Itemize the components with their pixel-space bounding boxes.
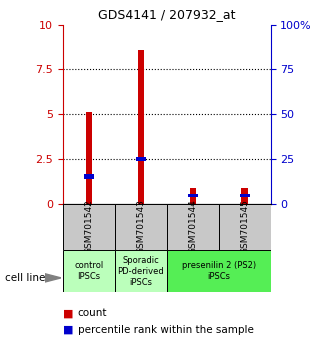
Bar xyxy=(63,204,115,250)
Text: percentile rank within the sample: percentile rank within the sample xyxy=(78,325,253,335)
Text: GSM701545: GSM701545 xyxy=(240,199,249,255)
Text: cell line: cell line xyxy=(5,273,45,283)
Text: Sporadic
PD-derived
iPSCs: Sporadic PD-derived iPSCs xyxy=(117,256,164,287)
Text: ■: ■ xyxy=(63,325,73,335)
Text: count: count xyxy=(78,308,107,318)
Text: presenilin 2 (PS2)
iPSCs: presenilin 2 (PS2) iPSCs xyxy=(182,261,256,281)
Text: ■: ■ xyxy=(63,308,73,318)
Text: GSM701544: GSM701544 xyxy=(188,200,197,254)
Bar xyxy=(136,156,146,161)
Bar xyxy=(242,188,248,204)
Bar xyxy=(167,250,271,292)
Bar xyxy=(115,250,167,292)
Bar xyxy=(240,194,249,197)
Bar xyxy=(84,175,94,179)
Text: GSM701543: GSM701543 xyxy=(136,199,145,255)
Bar xyxy=(218,204,271,250)
Bar xyxy=(189,188,196,204)
Bar xyxy=(138,50,144,204)
Text: control
IPSCs: control IPSCs xyxy=(74,261,103,281)
Title: GDS4141 / 207932_at: GDS4141 / 207932_at xyxy=(98,8,235,21)
Bar xyxy=(167,204,219,250)
Bar xyxy=(63,250,115,292)
Text: GSM701542: GSM701542 xyxy=(84,200,93,254)
Bar xyxy=(188,194,198,197)
Bar xyxy=(85,112,92,204)
Bar xyxy=(115,204,167,250)
Polygon shape xyxy=(45,274,61,282)
